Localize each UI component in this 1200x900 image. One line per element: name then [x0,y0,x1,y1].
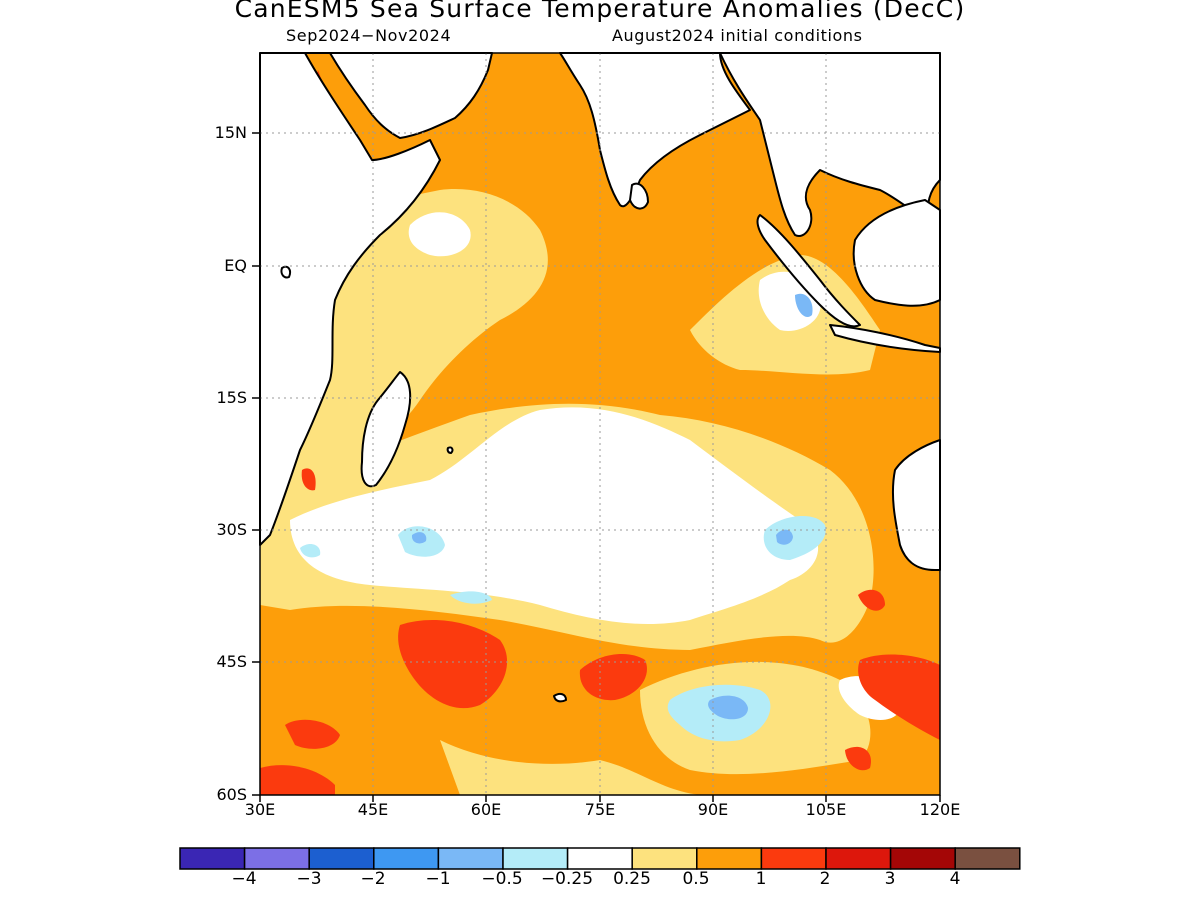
land-arabia [299,52,493,139]
land-madagascar [360,371,412,488]
colorbar-swatch [373,847,440,870]
warm-patch-southwest-corner [260,765,335,795]
lon-label-120e: 120E [919,800,961,819]
land-kerguelen [553,692,567,703]
colorbar-label: 1 [755,869,767,889]
colorbar-label: −1 [425,869,451,889]
lon-label-75e: 75E [584,800,616,819]
colorbar [179,847,1021,870]
lat-label-15s: 15S [216,388,247,407]
anomaly-near-zero-west [408,212,471,257]
cold-patch-90e-core [708,695,748,720]
cold-patch-western-core [411,532,427,544]
colorbar-label: 4 [949,869,961,889]
grid-lines [260,53,940,795]
lat-label-60s: 60S [216,785,247,804]
cold-patch-102e-core [776,529,793,545]
cold-patch-small-1 [300,544,321,558]
land-australia [891,439,941,571]
colorbar-label: −3 [296,869,322,889]
colorbar-label: 2 [819,869,831,889]
lon-label-30e: 30E [244,800,276,819]
colorbar-swatch [179,847,246,870]
colorbar-swatch [696,847,763,870]
lon-label-90e: 90E [697,800,729,819]
lon-label-60e: 60E [470,800,502,819]
chart-title: CanESM5 Sea Surface Temperature Anomalie… [234,0,966,23]
warm-patch-80e-45s [579,654,647,701]
land-masses [259,52,941,703]
land-borneo [852,199,941,307]
colorbar-swatch [308,847,375,870]
colorbar-swatch [566,847,633,870]
warm-patch-south-africa [398,620,508,709]
anomaly-near-zero-southern [290,407,819,625]
colorbar-swatch [631,847,698,870]
axis-ticks [252,132,941,802]
lat-label-30s: 30S [216,520,247,539]
lon-label-105e: 105E [805,800,847,819]
colorbar-label: −0.25 [540,869,594,889]
warm-patch-southeast [845,746,871,771]
colorbar-swatch [889,847,956,870]
warm-patch-sw-australia [858,654,940,740]
colorbar-label: 3 [884,869,896,889]
land-mauritius [446,446,454,454]
initial-conditions-subtitle: August2024 initial conditions [612,26,863,45]
warm-patch-mozambique [301,468,316,491]
land-seychelles [280,265,292,279]
colorbar-label: −2 [360,869,386,889]
period-subtitle: Sep2024−Nov2024 [286,26,452,45]
lat-label-15n: 15N [214,123,247,142]
land-africa [259,52,441,546]
cold-patch-small-2 [450,591,492,604]
colorbar-label: 0.5 [682,869,710,889]
colorbar-swatch [243,847,310,870]
lat-label-45s: 45S [216,652,247,671]
anomaly-band-south-coast [440,740,700,795]
colorbar-swatch [437,847,504,870]
colorbar-swatch [825,847,892,870]
land-sri-lanka [629,182,649,210]
lon-label-45e: 45E [357,800,389,819]
colorbar-label: 0.25 [613,869,651,889]
lat-label-eq: EQ [224,256,247,275]
colorbar-label: −4 [231,869,257,889]
cold-patch-102e [763,515,826,560]
warm-patch-west-coast [285,719,340,749]
colorbar-swatch [760,847,827,870]
colorbar-swatch [954,847,1021,870]
warm-patch-shark-bay [858,589,885,611]
land-sumatra [756,214,861,328]
colorbar-label: −0.5 [481,869,523,889]
cold-patch-sumatra [795,293,813,318]
colorbar-swatch [502,847,569,870]
